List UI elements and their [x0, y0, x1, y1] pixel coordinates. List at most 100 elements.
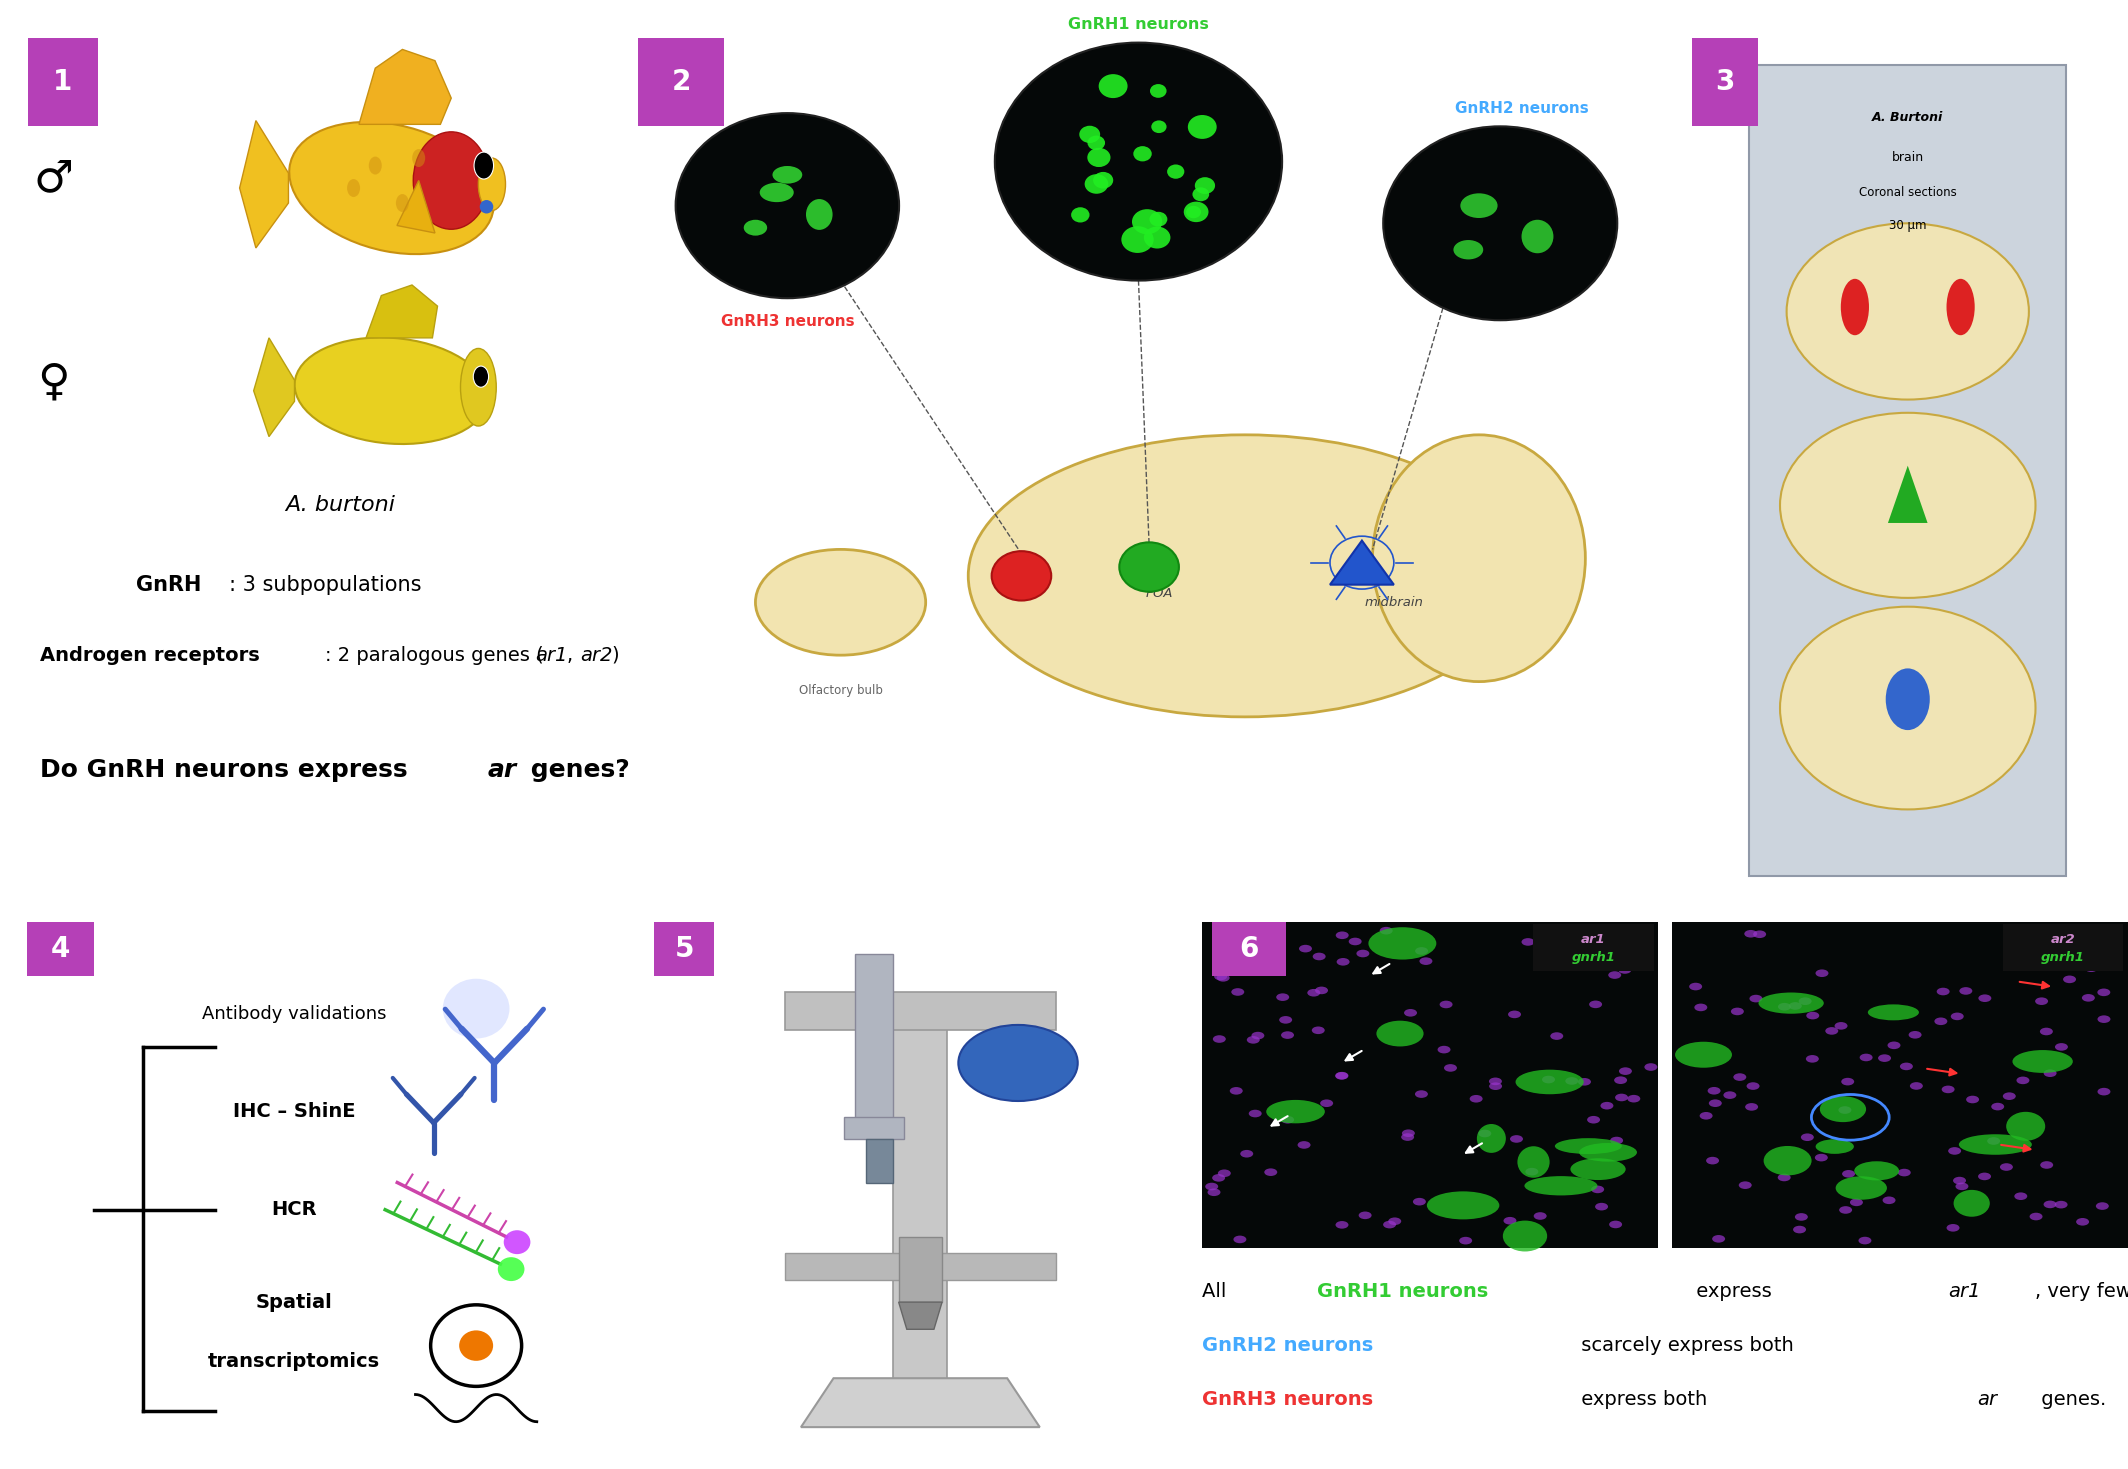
Ellipse shape [1515, 1069, 1583, 1094]
Circle shape [2058, 953, 2071, 961]
Text: scarcely express both: scarcely express both [1575, 1337, 1800, 1354]
Ellipse shape [1675, 1042, 1732, 1068]
Ellipse shape [760, 182, 794, 203]
Ellipse shape [1570, 1158, 1626, 1180]
Circle shape [1700, 1112, 1713, 1119]
Circle shape [347, 179, 360, 197]
Text: GnRH2 neurons: GnRH2 neurons [1202, 1337, 1373, 1354]
Circle shape [498, 1257, 523, 1281]
Text: Antibody validations: Antibody validations [202, 1005, 387, 1022]
Circle shape [1579, 1078, 1592, 1086]
Circle shape [413, 148, 426, 167]
Circle shape [1277, 993, 1290, 1000]
Ellipse shape [1758, 993, 1824, 1014]
Circle shape [2043, 1069, 2056, 1077]
Ellipse shape [1764, 1146, 1811, 1175]
Circle shape [1085, 175, 1109, 194]
Circle shape [1947, 1147, 1962, 1155]
Circle shape [2098, 1089, 2111, 1096]
Circle shape [1307, 989, 1319, 996]
Circle shape [1504, 1216, 1517, 1225]
Circle shape [1979, 1172, 1992, 1180]
Circle shape [1543, 1075, 1556, 1083]
Circle shape [1247, 1036, 1260, 1043]
Circle shape [1988, 1137, 2000, 1144]
Circle shape [1132, 209, 1162, 234]
Circle shape [1439, 1046, 1451, 1053]
Ellipse shape [1502, 1221, 1547, 1252]
Text: HCR: HCR [272, 1200, 317, 1219]
Text: ar1: ar1 [1949, 1282, 1981, 1300]
Circle shape [1898, 1169, 1911, 1177]
Circle shape [1690, 983, 1702, 990]
Text: POA: POA [1147, 588, 1173, 599]
Polygon shape [240, 120, 289, 248]
Circle shape [1936, 987, 1949, 996]
Ellipse shape [1868, 1005, 1919, 1021]
Circle shape [1119, 542, 1179, 592]
Circle shape [2066, 958, 2079, 965]
Circle shape [1798, 997, 1811, 1005]
Circle shape [1490, 1078, 1502, 1086]
Circle shape [1121, 226, 1153, 253]
Ellipse shape [479, 200, 494, 213]
Circle shape [1194, 178, 1215, 194]
Polygon shape [360, 50, 451, 125]
Circle shape [1941, 1086, 1956, 1093]
Circle shape [1509, 1011, 1522, 1018]
Circle shape [2056, 1200, 2068, 1209]
Ellipse shape [1522, 220, 1553, 253]
Ellipse shape [1556, 1138, 1622, 1155]
Circle shape [1592, 1185, 1605, 1193]
Circle shape [1954, 1177, 1966, 1184]
Circle shape [1336, 931, 1349, 939]
Ellipse shape [1815, 1140, 1853, 1153]
Polygon shape [398, 181, 434, 234]
Circle shape [1134, 145, 1151, 162]
Text: All: All [1202, 1282, 1232, 1300]
Circle shape [1334, 1072, 1347, 1080]
Circle shape [1298, 945, 1313, 952]
FancyBboxPatch shape [655, 921, 715, 975]
Text: gnrh1: gnrh1 [1570, 950, 1615, 964]
Text: ar: ar [487, 758, 517, 782]
Circle shape [1404, 1009, 1417, 1017]
Circle shape [1219, 950, 1232, 958]
Circle shape [1900, 1062, 1913, 1071]
Circle shape [1166, 165, 1185, 179]
Text: , very few express: , very few express [2034, 1282, 2128, 1300]
Bar [785, 1253, 1055, 1281]
Ellipse shape [1368, 927, 1436, 959]
Circle shape [1709, 1099, 1722, 1108]
Circle shape [1522, 939, 1534, 946]
Circle shape [1079, 126, 1100, 142]
Bar [894, 997, 947, 1378]
Circle shape [2041, 1161, 2054, 1169]
Text: Spatial: Spatial [255, 1293, 332, 1312]
Text: ,: , [566, 646, 579, 664]
Circle shape [2000, 1163, 2013, 1171]
Circle shape [1511, 1136, 1524, 1143]
Circle shape [1151, 120, 1166, 134]
Circle shape [1185, 206, 1200, 219]
FancyBboxPatch shape [1749, 65, 2066, 876]
Ellipse shape [745, 220, 766, 235]
Text: 30 µm: 30 µm [1890, 219, 1926, 232]
Text: GnRH2 neurons: GnRH2 neurons [1456, 101, 1587, 116]
Circle shape [430, 1304, 521, 1387]
Circle shape [1992, 1103, 2005, 1111]
Circle shape [1281, 1116, 1294, 1124]
Bar [866, 1138, 894, 1183]
Circle shape [1470, 1094, 1483, 1103]
Circle shape [1707, 1087, 1722, 1094]
Text: : 2 paralogous genes (: : 2 paralogous genes ( [323, 646, 543, 664]
Text: GnRH1 neurons: GnRH1 neurons [1317, 1282, 1487, 1300]
Circle shape [1826, 1027, 1839, 1034]
Circle shape [2077, 1218, 2090, 1225]
Circle shape [1730, 1008, 1743, 1015]
Circle shape [1149, 84, 1166, 98]
Circle shape [1415, 948, 1428, 955]
Circle shape [475, 153, 494, 179]
Circle shape [1911, 1083, 1924, 1090]
Circle shape [2017, 1077, 2030, 1084]
